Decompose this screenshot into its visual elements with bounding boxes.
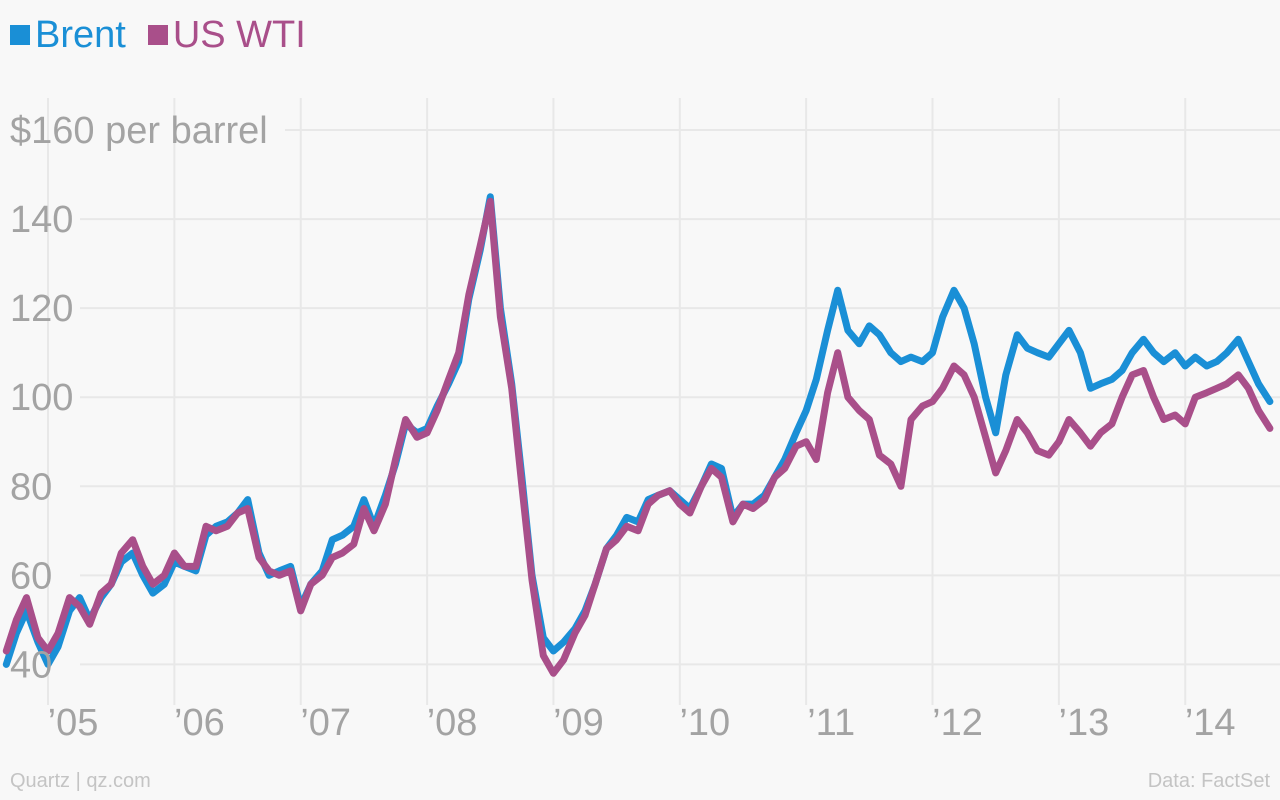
x-tick-label: ’14 <box>1185 702 1236 744</box>
x-tick-label: ’08 <box>427 702 478 744</box>
series-lines <box>2 193 1274 677</box>
y-tick-label: 80 <box>10 466 52 508</box>
x-tick-label: ’09 <box>553 702 604 744</box>
legend-item-brent: Brent <box>10 12 126 58</box>
x-tick-label: ’12 <box>932 702 983 744</box>
x-tick-label: ’13 <box>1059 702 1110 744</box>
series-line-wti <box>2 197 1274 677</box>
legend-swatch-brent <box>10 25 30 45</box>
credit-text: Quartz | qz.com <box>10 770 151 792</box>
x-tick-label: ’07 <box>300 702 351 744</box>
x-tick-label: ’10 <box>679 702 730 744</box>
x-tick-label: ’06 <box>174 702 225 744</box>
grid-lines <box>47 98 1280 705</box>
y-tick-label: 40 <box>10 644 52 686</box>
x-tick-label: ’05 <box>48 702 99 744</box>
legend-label-wti: US WTI <box>172 14 306 56</box>
y-tick-label: 100 <box>10 377 73 419</box>
y-tick-labels: 40 60 80 100 120 140 $160 per barrel <box>10 110 268 686</box>
legend-swatch-wti <box>147 25 168 45</box>
legend: Brent US WTI <box>10 12 306 58</box>
y-tick-label: 60 <box>10 555 52 597</box>
x-tick-label: ’11 <box>807 702 855 744</box>
source-text: Data: FactSet <box>1147 770 1270 792</box>
y-tick-label: 140 <box>10 199 73 241</box>
legend-item-wti: US WTI <box>147 12 306 58</box>
x-tick-labels: ’05 ’06 ’07 ’08 ’09 ’10 ’11 ’12 ’13 ’14 <box>48 702 1236 744</box>
y-tick-label: $160 per barrel <box>10 110 268 152</box>
legend-label-brent: Brent <box>35 14 126 56</box>
y-tick-label: 120 <box>10 288 73 330</box>
